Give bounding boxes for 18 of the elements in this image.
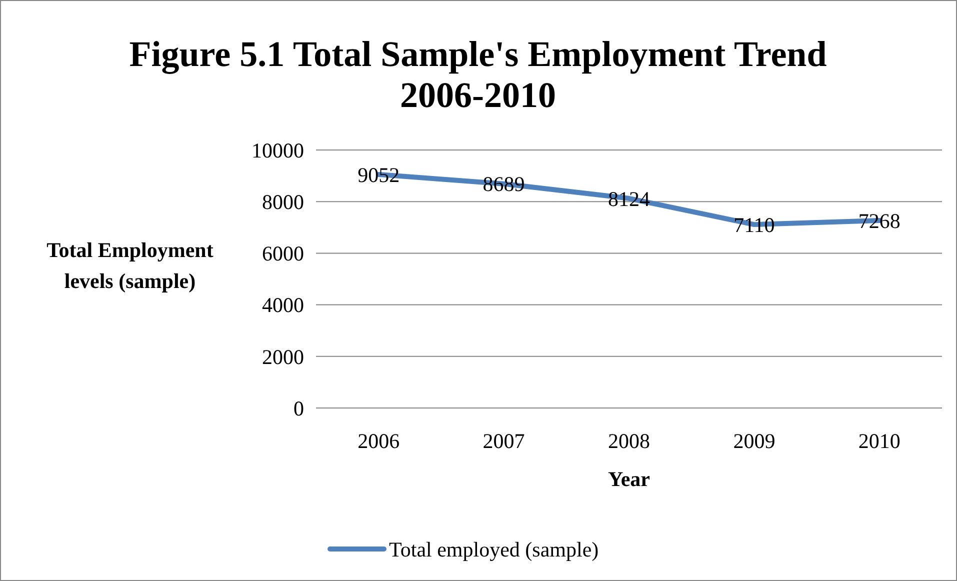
x-tick-label: 2010 [858, 429, 900, 453]
x-tick-label: 2009 [733, 429, 776, 453]
legend-label: Total employed (sample) [389, 537, 599, 562]
y-tick-label: 6000 [262, 242, 304, 266]
x-tick-label: 2007 [482, 429, 525, 453]
y-tick-label: 2000 [262, 344, 304, 369]
y-axis-title: Total Employment levels (sample) [46, 238, 214, 293]
x-tick-label: 2008 [608, 429, 650, 453]
x-axis-title: Year [608, 467, 650, 491]
y-tick-label: 0 [294, 396, 304, 420]
y-tick-label: 10000 [252, 138, 304, 162]
y-tick-label: 8000 [262, 190, 304, 214]
data-label: 7268 [858, 208, 900, 233]
data-label: 9052 [358, 162, 400, 187]
y-tick-label: 4000 [262, 293, 304, 318]
data-label: 8689 [482, 172, 525, 196]
x-tick-label: 2006 [358, 429, 400, 453]
chart-title: Figure 5.1 Total Sample's Employment Trend 2006-2010 [129, 34, 827, 115]
